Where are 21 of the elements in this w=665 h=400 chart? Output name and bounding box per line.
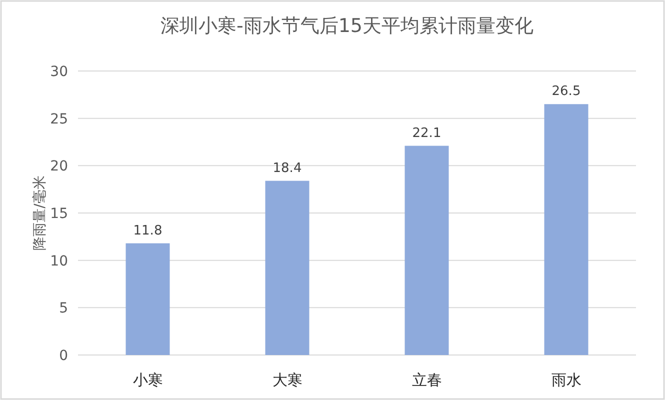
- chart-title: 深圳小寒-雨水节气后15天平均累计雨量变化: [160, 15, 534, 37]
- y-tick-label: 20: [50, 158, 68, 175]
- bar: [404, 146, 449, 355]
- y-tick-label: 0: [59, 348, 68, 364]
- bar: [544, 104, 588, 355]
- bar: [265, 180, 310, 355]
- data-label: 11.8: [133, 223, 162, 238]
- y-tick-label: 5: [59, 300, 68, 317]
- bar: [126, 243, 170, 355]
- x-tick-label: 雨水: [551, 371, 582, 389]
- y-tick-label: 15: [50, 206, 68, 222]
- y-tick-label: 30: [50, 64, 68, 80]
- x-tick-label: 立春: [412, 371, 442, 389]
- data-label: 18.4: [272, 160, 302, 176]
- y-axis-title: 降雨量/毫米: [32, 176, 48, 250]
- data-label: 22.1: [412, 126, 442, 141]
- y-tick-label: 10: [50, 253, 68, 270]
- x-tick-label: 大寒: [272, 371, 302, 389]
- data-label: 26.5: [552, 84, 581, 100]
- x-tick-label: 小寒: [132, 371, 163, 389]
- y-tick-label: 25: [50, 111, 68, 128]
